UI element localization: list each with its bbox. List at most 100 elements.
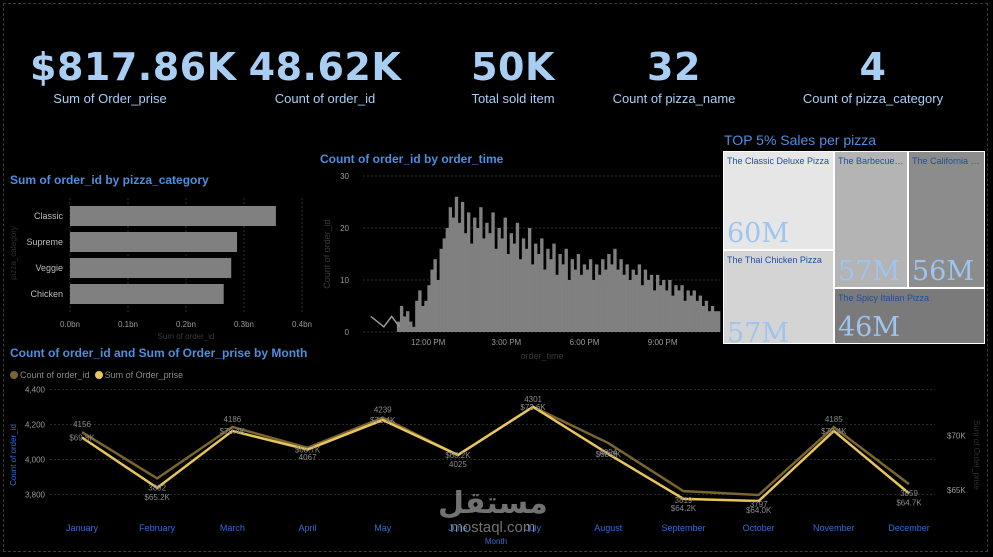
bar xyxy=(585,269,590,332)
category-bar-chart[interactable]: 0.0bn 0.1bn 0.2bn 0.3bn 0.4bn Classic Supreme V… xyxy=(0,188,320,343)
data-label-count: 4094 xyxy=(599,448,617,457)
bar xyxy=(488,233,492,332)
bar xyxy=(588,259,593,332)
bar xyxy=(518,259,523,332)
bar xyxy=(485,222,489,332)
sales-treemap[interactable]: The Classic Deluxe Pizza 60M The Barbecu… xyxy=(723,151,985,344)
bar xyxy=(652,290,657,332)
bar xyxy=(466,212,471,332)
bar xyxy=(716,311,721,332)
treemap-tile-name: The California Chicken Pizza xyxy=(912,156,984,166)
bar xyxy=(640,285,645,332)
bar xyxy=(470,243,474,332)
kpi-value: 4 xyxy=(859,45,887,89)
bar xyxy=(616,269,620,332)
data-label-sum: $71.4K xyxy=(370,416,396,425)
bar xyxy=(509,233,514,332)
data-label-sum: $70.4K xyxy=(821,427,847,436)
data-label-sum: $64.0K xyxy=(746,506,772,515)
bar xyxy=(524,248,529,332)
bar xyxy=(613,248,617,332)
bar xyxy=(406,311,410,332)
bar xyxy=(665,290,669,332)
x-tick-label: 0.2bn xyxy=(176,320,196,329)
y-tick-label: 0 xyxy=(345,328,350,337)
category-label: Classic xyxy=(34,211,64,221)
bar xyxy=(531,264,535,332)
treemap-tile-name: The Spicy Italian Pizza xyxy=(838,293,930,303)
bar xyxy=(439,248,443,332)
category-label: Veggie xyxy=(35,263,63,273)
bar xyxy=(476,228,480,332)
kpi-total-sold[interactable]: 50K Total sold item xyxy=(433,44,593,106)
kpi-pizza-categories[interactable]: 4 Count of pizza_category xyxy=(793,44,953,106)
bar xyxy=(671,295,675,332)
bar xyxy=(558,254,562,332)
bar xyxy=(607,254,611,332)
x-tick-label: 12:00 PM xyxy=(411,338,446,347)
bar xyxy=(622,274,626,332)
bar xyxy=(451,217,456,332)
x-axis-title: Month xyxy=(485,537,507,546)
month-label: April xyxy=(299,523,317,533)
x-axis-title: order_time xyxy=(520,351,563,361)
y-axis-title: Count of order_id xyxy=(322,219,332,289)
bar xyxy=(631,269,635,332)
early-line xyxy=(370,315,401,328)
bar xyxy=(598,274,602,332)
data-label-count: 4025 xyxy=(449,460,467,469)
monthly-line-chart[interactable]: 4,400 4,200 4,000 3,800 $70K $65K January Febru… xyxy=(0,380,990,550)
data-label-count: 4156 xyxy=(73,420,91,429)
month-label: July xyxy=(525,523,542,533)
treemap-tile[interactable]: The Barbecue Chicken Pizza 57M xyxy=(834,151,908,288)
bar xyxy=(527,228,532,332)
bar xyxy=(463,233,468,332)
treemap-tile-value: 60M xyxy=(727,218,790,249)
bar xyxy=(546,248,550,332)
y-tick-label: 3,800 xyxy=(25,491,46,500)
treemap-tile[interactable]: The Spicy Italian Pizza 46M xyxy=(834,288,985,344)
kpi-value: $817.86K xyxy=(30,45,237,89)
bar xyxy=(601,259,605,332)
bar xyxy=(543,269,547,332)
bar xyxy=(637,264,642,332)
kpi-order-count[interactable]: 48.62K Count of order_id xyxy=(245,44,405,106)
data-label-sum: $68.3K xyxy=(596,450,622,459)
bar xyxy=(70,258,232,278)
kpi-total-revenue[interactable]: $817.86K Sum of Order_prise xyxy=(30,44,237,106)
data-label-count: 3892 xyxy=(148,483,166,492)
bar xyxy=(643,269,648,332)
bar xyxy=(494,248,498,332)
legend-label-count[interactable]: Count of order_id xyxy=(20,370,90,380)
time-bar-chart[interactable]: 0 10 20 30 12:00 PM 3:00 PM 6:00 PM 9:00 PM orde… xyxy=(318,166,728,362)
bar xyxy=(668,280,672,332)
bar xyxy=(415,300,419,332)
bar xyxy=(625,264,629,332)
bar xyxy=(540,238,544,332)
bar xyxy=(521,238,526,332)
bar xyxy=(707,311,712,332)
bar xyxy=(591,280,596,332)
x-tick-label: 3:00 PM xyxy=(491,338,521,347)
bar xyxy=(561,264,565,332)
treemap-title: TOP 5% Sales per pizza xyxy=(724,132,877,148)
treemap-tile[interactable]: The Thai Chicken Pizza 57M xyxy=(723,250,834,344)
y-right-axis-title: Sum of Order_prise xyxy=(972,420,981,490)
y-tick-label: 4,400 xyxy=(25,386,46,395)
data-label-count: 4239 xyxy=(374,406,392,415)
y-tick-label: 30 xyxy=(340,172,349,181)
bar xyxy=(479,207,483,332)
treemap-tile[interactable]: The Classic Deluxe Pizza 60M xyxy=(723,151,834,250)
bar xyxy=(427,285,431,332)
bar xyxy=(433,259,437,332)
bar xyxy=(418,290,422,332)
treemap-tile-value: 57M xyxy=(838,256,901,287)
treemap-tile[interactable]: The California Chicken Pizza 56M xyxy=(908,151,985,288)
month-label: February xyxy=(139,523,176,533)
legend-label-sum[interactable]: Sum of Order_prise xyxy=(104,370,184,380)
bar xyxy=(436,280,440,332)
kpi-pizza-names[interactable]: 32 Count of pizza_name xyxy=(594,44,754,106)
kpi-label: Count of pizza_category xyxy=(802,91,944,106)
data-label-count: 3859 xyxy=(900,489,918,498)
bar xyxy=(448,207,453,332)
